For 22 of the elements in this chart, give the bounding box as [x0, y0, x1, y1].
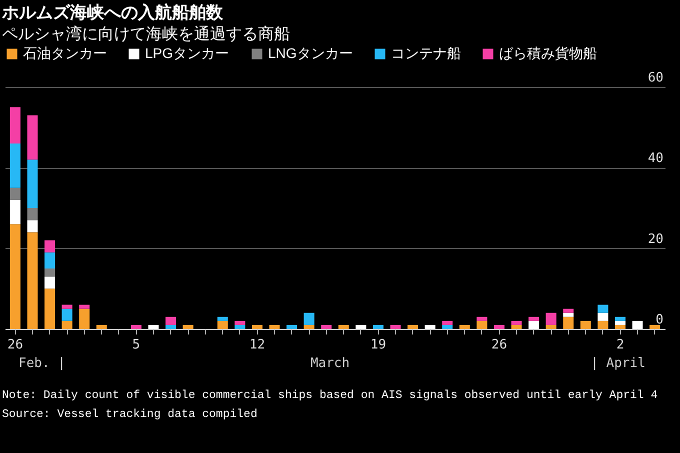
x-tick-label: 2 [616, 338, 624, 352]
source-note: Source: Vessel tracking data compiled [2, 408, 258, 421]
y-tick-label: 40 [648, 151, 664, 166]
legend-label: ばら積み貨物船 [499, 45, 597, 61]
text: Feb. | [18, 356, 66, 371]
y-tick-label: 20 [648, 232, 664, 247]
chart-title: ホルムズ海峡への入航船舶数 [1, 3, 224, 22]
legend-label: LPGタンカー [145, 45, 230, 61]
legend-label: コンテナ船 [391, 45, 461, 61]
text: Note: Daily count of visible commercial ships based on AIS signals observed until early April 4 [2, 389, 658, 402]
x-tick-label: 5 [132, 338, 140, 352]
legend-label: 石油タンカー [23, 45, 107, 61]
y-tick-label: 0 [656, 312, 664, 328]
x-tick-label: 26 [7, 338, 24, 352]
legend-label: LNGタンカー [268, 45, 353, 61]
chart-subtitle: ペルシャ湾に向けて海峡を通過する商船 [2, 25, 290, 43]
text: | April [590, 356, 646, 371]
text: March [310, 356, 350, 371]
x-tick-label: 26 [491, 338, 508, 352]
x-tick-label: 12 [249, 338, 266, 352]
y-tick-label: 60 [648, 70, 664, 86]
x-tick-label: 19 [370, 338, 386, 352]
